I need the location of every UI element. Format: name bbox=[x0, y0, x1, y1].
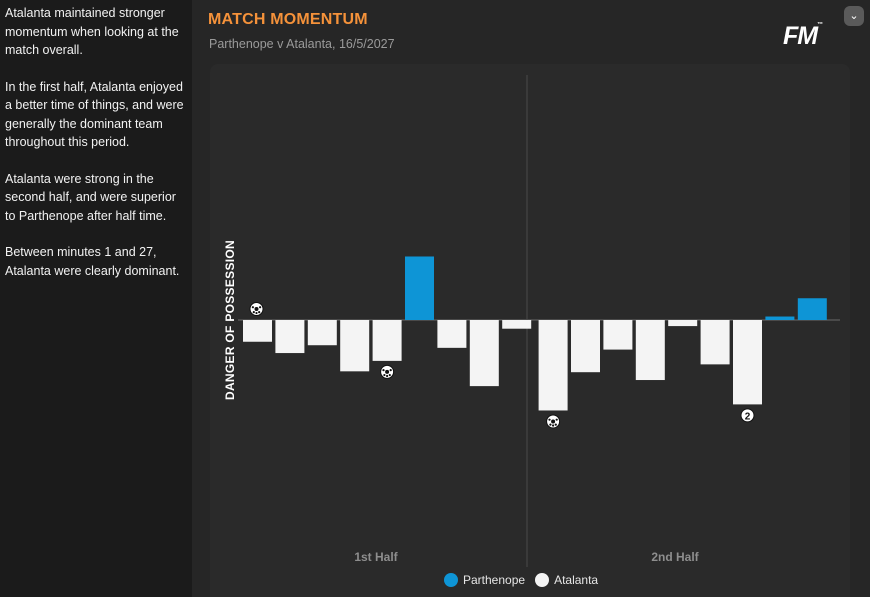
goal-ball-icon: 2 bbox=[740, 408, 755, 423]
page-title: MATCH MOMENTUM bbox=[208, 11, 368, 28]
fm-logo: FM™ bbox=[783, 22, 823, 50]
legend-swatch-atalanta bbox=[535, 573, 550, 587]
momentum-bar bbox=[603, 320, 633, 350]
summary-paragraph: Between minutes 1 and 27, Atalanta were … bbox=[5, 245, 180, 278]
momentum-bar bbox=[275, 320, 305, 354]
first-half-label: 1st Half bbox=[354, 550, 398, 564]
second-half-label: 2nd Half bbox=[651, 550, 699, 564]
momentum-bar bbox=[668, 320, 698, 327]
legend-item-atalanta[interactable]: Atalanta bbox=[535, 573, 598, 587]
summary-paragraph: In the first half, Atalanta enjoyed a be… bbox=[5, 79, 184, 150]
goal-ball-icon bbox=[546, 414, 561, 429]
legend-item-parthenope[interactable]: Parthenope bbox=[444, 573, 525, 587]
momentum-bar bbox=[635, 320, 665, 381]
goal-count-label: 2 bbox=[745, 411, 751, 422]
momentum-bar bbox=[469, 320, 499, 387]
momentum-bar bbox=[437, 320, 467, 348]
momentum-bar bbox=[405, 256, 434, 320]
summary-paragraph: Atalanta maintained stronger momentum wh… bbox=[5, 6, 179, 57]
momentum-bar bbox=[307, 320, 337, 346]
summary-paragraph: Atalanta were strong in the second half,… bbox=[5, 171, 176, 223]
match-subtitle: Parthenope v Atalanta, 16/5/2027 bbox=[209, 37, 395, 51]
legend-label: Parthenope bbox=[463, 573, 526, 587]
momentum-bar bbox=[765, 316, 795, 320]
momentum-bar bbox=[571, 320, 600, 373]
momentum-bar bbox=[243, 320, 272, 342]
momentum-bar bbox=[538, 320, 568, 411]
momentum-bar bbox=[797, 298, 827, 320]
chart-legend: Parthenope Atalanta bbox=[444, 573, 608, 587]
momentum-bar bbox=[733, 320, 762, 405]
chevron-down-icon[interactable]: ⌄ bbox=[844, 6, 864, 26]
goal-ball-icon bbox=[249, 302, 264, 316]
goal-ball-icon bbox=[380, 364, 395, 379]
momentum-bar bbox=[372, 320, 402, 361]
summary-sidebar: Atalanta maintained stronger momentum wh… bbox=[0, 0, 192, 597]
momentum-bar bbox=[340, 320, 370, 372]
legend-label: Atalanta bbox=[554, 573, 599, 587]
momentum-bar bbox=[502, 320, 532, 329]
momentum-bar bbox=[700, 320, 730, 365]
legend-swatch-parthenope bbox=[444, 573, 458, 587]
y-axis-label: DANGER OF POSSESSION bbox=[223, 239, 237, 401]
